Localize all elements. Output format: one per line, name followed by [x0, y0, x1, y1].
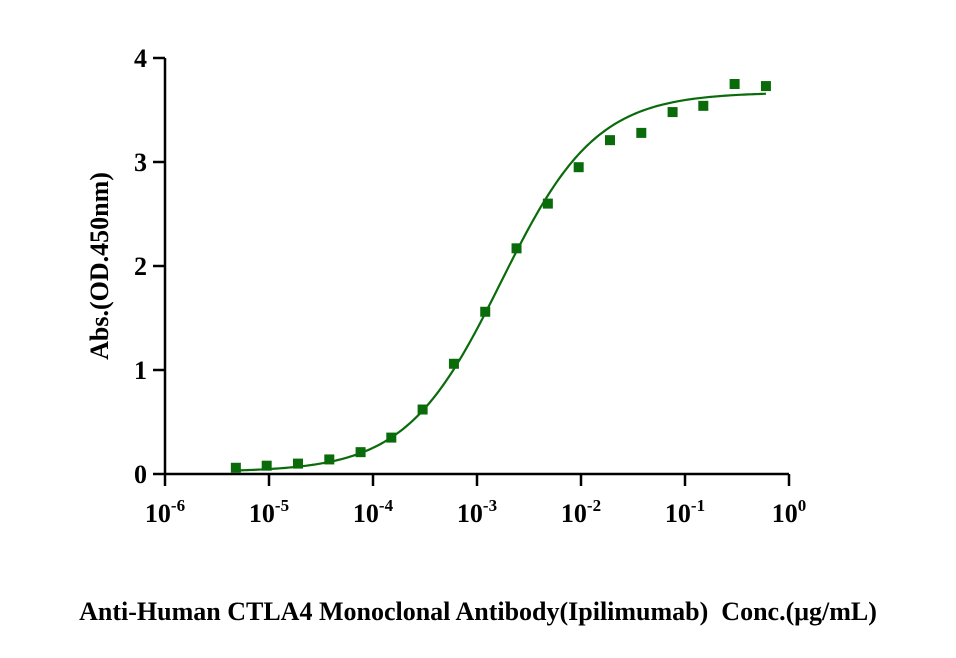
data-point	[729, 79, 740, 89]
data-point	[292, 458, 303, 469]
x-tick-label: 10-3	[457, 496, 497, 528]
x-tick-label: 10-2	[561, 496, 601, 528]
data-points-group	[230, 79, 771, 473]
data-point	[511, 243, 522, 254]
data-point	[760, 81, 771, 92]
data-point	[448, 358, 459, 369]
data-point	[386, 432, 397, 443]
chart-axes: 0 1 2 3 4 10-6 10-5 10-4 10-3 10-2 10-1 100	[134, 44, 806, 528]
x-tick-label: 10-5	[249, 496, 289, 528]
x-tick-label: 10-1	[665, 496, 705, 528]
fit-curve-group	[235, 92, 766, 472]
data-point	[667, 107, 678, 118]
y-tick-label: 2	[134, 252, 147, 281]
data-point	[542, 198, 553, 209]
x-axis-title: Anti-Human CTLA4 Monoclonal Antibody(Ipi…	[79, 597, 877, 626]
y-axis-title: Abs.(OD.450nm)	[85, 172, 114, 360]
data-point	[230, 462, 241, 473]
data-point	[480, 306, 491, 317]
chart-labels-group: Abs.(OD.450nm) Anti-Human CTLA4 Monoclon…	[79, 172, 877, 626]
fit-curve	[235, 92, 766, 472]
y-tick-label: 3	[134, 148, 147, 177]
data-point	[698, 100, 709, 111]
y-tick-label: 4	[134, 44, 147, 73]
data-point	[604, 135, 615, 146]
data-point	[261, 460, 272, 471]
x-tick-label: 100	[772, 496, 807, 528]
data-point	[324, 454, 335, 465]
y-tick-label: 0	[134, 460, 147, 489]
x-tick-label: 10-6	[145, 496, 185, 528]
data-point	[573, 162, 584, 173]
data-point	[636, 127, 647, 138]
data-point	[355, 447, 366, 458]
y-tick-label: 1	[134, 356, 147, 385]
data-point	[417, 404, 428, 415]
x-tick-label: 10-4	[353, 496, 394, 528]
